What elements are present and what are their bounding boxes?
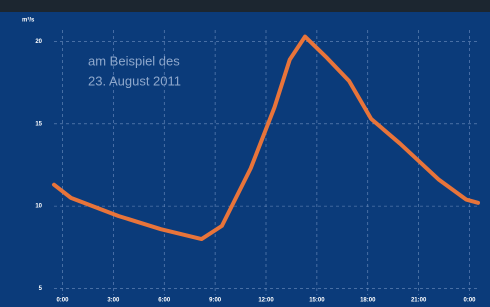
- x-tick-label: 0:00: [56, 298, 69, 304]
- x-tick-label: 0:00: [464, 298, 477, 304]
- y-tick-label: 15: [35, 121, 42, 127]
- x-tick-label: 12:00: [258, 298, 274, 304]
- annotation: 23. August 2011: [88, 73, 181, 88]
- y-tick-label: 10: [35, 204, 42, 210]
- x-tick-label: 9:00: [209, 298, 222, 304]
- x-tick-label: 15:00: [309, 298, 325, 304]
- x-tick-label: 21:00: [411, 298, 427, 304]
- annotation: am Beispiel des: [88, 53, 180, 68]
- y-axis-label: m³/s: [22, 17, 35, 24]
- background: [0, 0, 490, 307]
- chart: m³/s am Beispiel des 23. August 2011 510…: [0, 0, 490, 307]
- x-tick-label: 3:00: [107, 298, 120, 304]
- top-strip: [0, 0, 490, 12]
- y-tick-label: 20: [35, 39, 42, 45]
- x-tick-label: 18:00: [360, 298, 376, 304]
- x-tick-label: 6:00: [158, 298, 171, 304]
